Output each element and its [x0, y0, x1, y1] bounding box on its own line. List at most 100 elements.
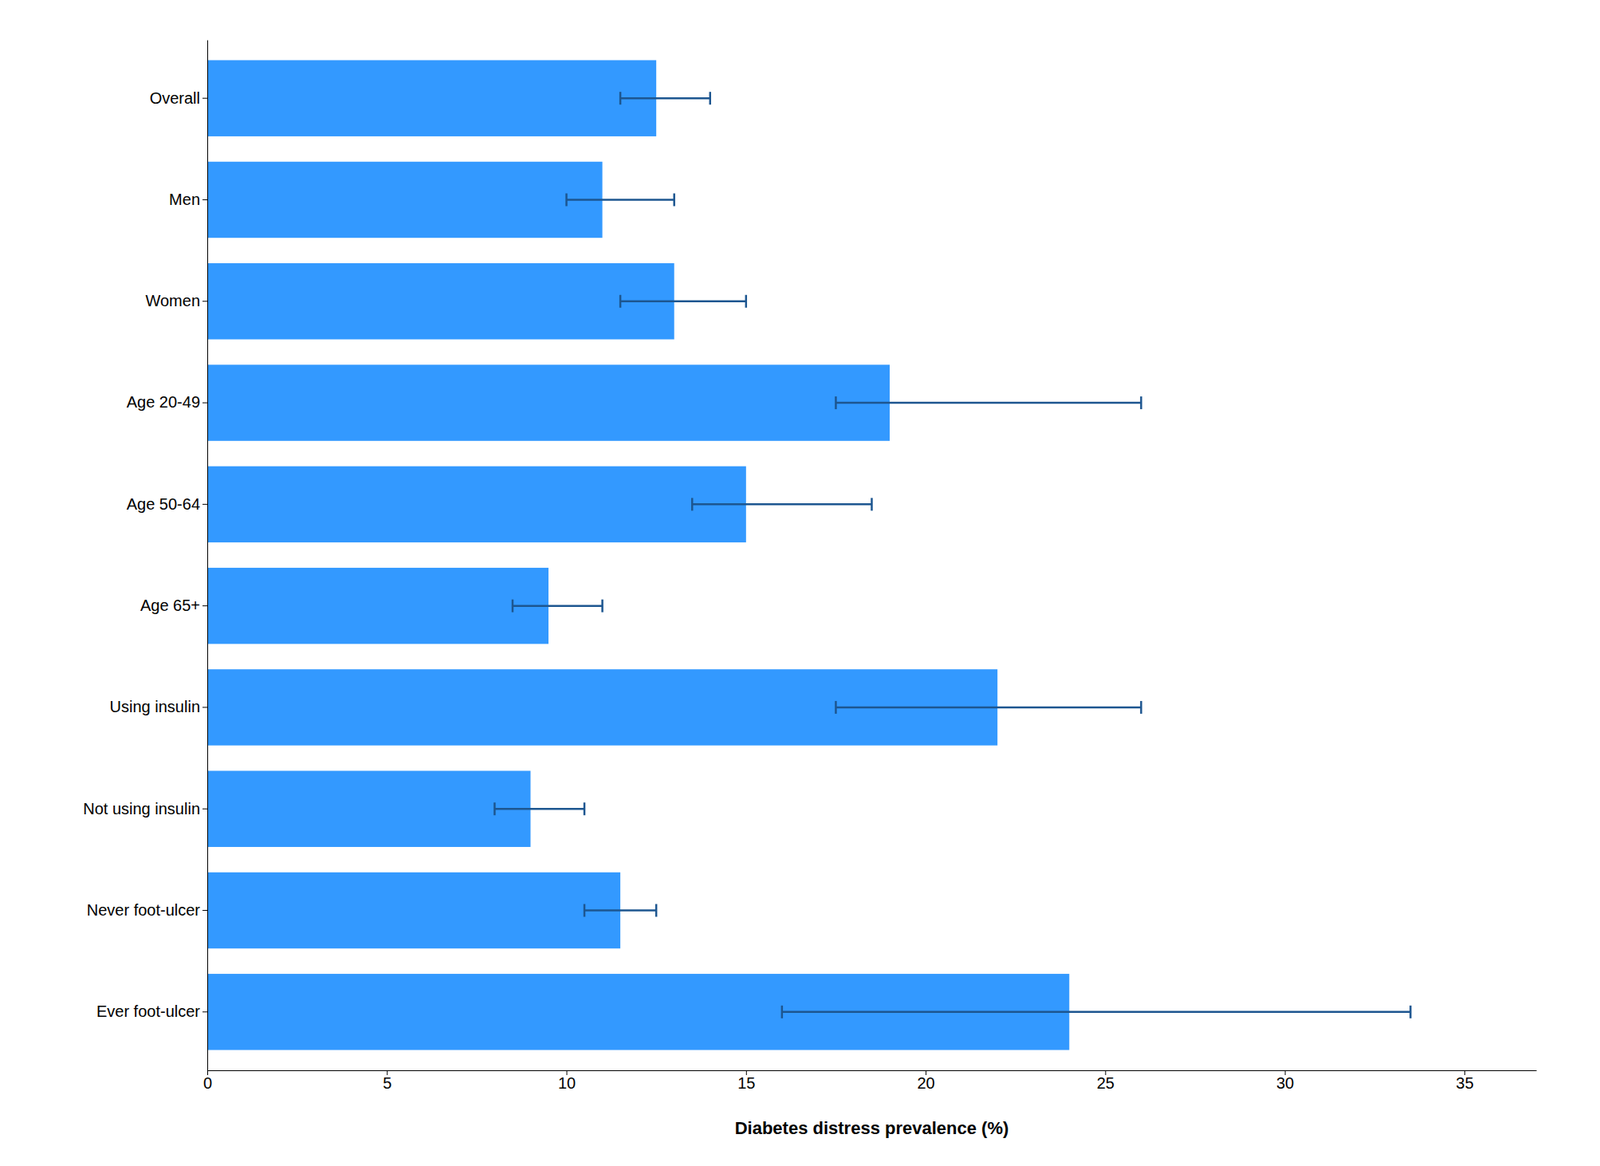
error-bar: [782, 1005, 1411, 1019]
y-tick-mark: [202, 503, 208, 505]
error-bar-cap: [583, 801, 586, 815]
bar: [207, 364, 890, 441]
chart: 0 5 10 15 20 25 30 35 Ever foot-ulcer Never foot-…: [0, 0, 1600, 1166]
y-tick-mark: [202, 808, 208, 810]
error-bar-cap: [1140, 396, 1143, 409]
y-tick-label: Ever foot-ulcer: [96, 1002, 201, 1020]
error-bar-cap: [1409, 1005, 1412, 1019]
error-bar: [620, 294, 747, 308]
x-tick: 35: [1455, 1069, 1474, 1092]
error-bar-cap: [1140, 700, 1143, 714]
x-tick: 15: [737, 1069, 755, 1092]
y-tick-mark: [202, 199, 208, 201]
y-tick-label: Age 65+: [140, 596, 201, 614]
y-tick: Overall: [149, 89, 208, 107]
y-tick-label: Age 50-64: [126, 495, 201, 513]
error-bar-line: [512, 604, 603, 607]
error-bar-line: [494, 807, 585, 810]
bar: [207, 770, 531, 846]
error-bar: [620, 91, 711, 105]
y-tick: Age 20-49: [126, 393, 208, 411]
y-axis-line: [207, 40, 209, 1071]
x-tick-label: 5: [382, 1073, 392, 1092]
x-tick: 5: [382, 1069, 392, 1092]
x-tick-label: 10: [558, 1073, 576, 1092]
plot-area: 0 5 10 15 20 25 30 35 Ever foot-ulcer Never foot-…: [82, 40, 1537, 1093]
error-bar-cap: [619, 294, 622, 308]
error-bar: [835, 396, 1141, 409]
marks: [207, 59, 1411, 1050]
error-bar-line: [691, 503, 872, 506]
bar: [207, 263, 675, 339]
error-bar-line: [620, 97, 711, 100]
y-tick-mark: [202, 605, 208, 606]
error-bar: [835, 700, 1141, 714]
y-tick-label: Age 20-49: [126, 393, 201, 411]
error-bar-cap: [565, 192, 568, 206]
error-bar: [691, 497, 872, 511]
y-tick: Using insulin: [110, 697, 208, 716]
error-bar-cap: [870, 497, 873, 511]
error-bar-line: [566, 198, 675, 201]
x-tick: 30: [1276, 1069, 1294, 1092]
error-bar: [512, 599, 603, 613]
x-tick: 25: [1096, 1069, 1115, 1092]
bar: [207, 161, 603, 238]
x-tick: 10: [558, 1069, 576, 1092]
error-bar-cap: [834, 396, 838, 409]
error-bar-cap: [745, 294, 748, 308]
y-tick: Women: [145, 291, 208, 310]
error-bar-line: [782, 1010, 1411, 1014]
bar: [207, 59, 657, 136]
y-tick-label: Men: [169, 190, 201, 209]
y-tick-mark: [202, 1010, 208, 1012]
error-bar-cap: [672, 192, 676, 206]
y-tick-label: Using insulin: [110, 697, 201, 716]
error-bar-cap: [493, 801, 496, 815]
error-bar-line: [620, 300, 747, 303]
bar: [207, 567, 549, 644]
error-bar: [566, 192, 675, 206]
error-bar: [584, 904, 657, 917]
y-tick: Age 65+: [140, 596, 208, 614]
error-bar-line: [584, 908, 657, 912]
error-bar-cap: [691, 497, 694, 511]
y-tick-mark: [202, 706, 208, 708]
y-tick-mark: [202, 98, 208, 99]
y-tick-label: Never foot-ulcer: [86, 900, 201, 919]
x-tick: 0: [203, 1069, 213, 1092]
error-bar-cap: [781, 1005, 784, 1019]
error-bar-line: [835, 706, 1141, 709]
x-tick-label: 30: [1276, 1073, 1294, 1092]
error-bar-cap: [834, 700, 838, 714]
x-tick-label: 15: [737, 1073, 755, 1092]
error-bar-line: [835, 401, 1141, 405]
error-bar-cap: [601, 599, 604, 613]
x-tick: 20: [916, 1069, 935, 1092]
y-tick-mark: [202, 300, 208, 302]
bar: [207, 466, 747, 543]
y-tick: Not using insulin: [82, 799, 208, 818]
y-tick: Age 50-64: [126, 495, 208, 513]
y-tick-mark: [202, 402, 208, 404]
error-bar-cap: [511, 599, 515, 613]
y-tick: Men: [169, 190, 208, 209]
y-tick-mark: [202, 909, 208, 911]
x-axis-line: [208, 1069, 1538, 1071]
x-tick-label: 35: [1455, 1073, 1474, 1092]
bar: [207, 872, 621, 948]
y-tick: Never foot-ulcer: [86, 900, 208, 919]
y-tick-label: Overall: [149, 89, 201, 107]
x-tick-label: 25: [1096, 1073, 1115, 1092]
y-axis: Ever foot-ulcer Never foot-ulcer Not using…: [82, 40, 208, 1071]
y-tick-label: Women: [145, 291, 201, 310]
error-bar-cap: [709, 91, 712, 105]
error-bar-cap: [619, 91, 622, 105]
x-tick-label: 0: [203, 1073, 213, 1092]
y-tick: Ever foot-ulcer: [96, 1002, 208, 1020]
y-tick-label: Not using insulin: [82, 799, 201, 818]
error-bar-cap: [655, 904, 658, 917]
error-bar-cap: [583, 904, 586, 917]
error-bar: [494, 801, 585, 815]
x-tick-label: 20: [916, 1073, 935, 1092]
